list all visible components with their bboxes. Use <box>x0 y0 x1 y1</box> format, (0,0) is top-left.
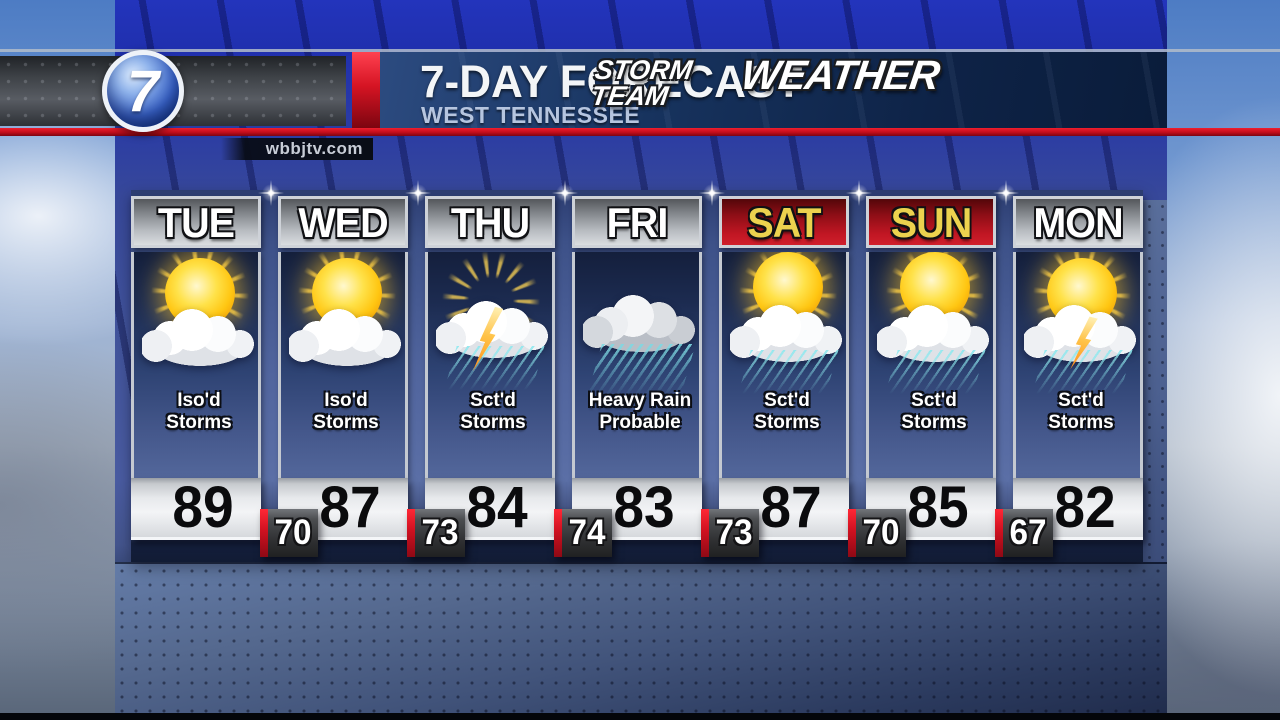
day-header: TUE <box>131 196 261 248</box>
high-temp-value: 89 <box>172 475 234 540</box>
condition-text: Heavy Rain Probable <box>588 390 692 433</box>
sparkle-glint <box>993 180 1019 206</box>
day-label: FRI <box>606 199 669 246</box>
page-title: 7-DAY FORECAST <box>420 56 803 107</box>
day-label: SAT <box>747 199 821 246</box>
sparkle-glint <box>405 180 431 206</box>
page-subtitle: WEST TENNESSEE <box>421 102 641 128</box>
low-temp-box: 73 <box>407 509 465 557</box>
day-column-sun: SUN Sct'd Storms 85 <box>866 190 996 562</box>
channel-7-logo-icon: 7 <box>102 50 184 132</box>
day-header: FRI <box>572 196 702 248</box>
day-header: THU <box>425 196 555 248</box>
high-temp-box: 89 <box>131 478 261 540</box>
low-temp-box: 74 <box>554 509 612 557</box>
banner-red-accent <box>352 52 380 128</box>
condition-text: Sct'd Storms <box>901 390 967 433</box>
weather-icon <box>1020 252 1140 396</box>
sparkle-glint <box>552 180 578 206</box>
cloud-shape <box>142 304 256 366</box>
low-temp-value: 73 <box>421 513 459 552</box>
day-header: SUN <box>866 196 996 248</box>
day-body: Sct'd Storms <box>425 252 555 478</box>
low-temp-box: 70 <box>260 509 318 557</box>
day-column-sat: SAT Sct'd Storms 87 <box>719 190 849 562</box>
brand-line-1: STORM TEAM <box>589 55 695 111</box>
high-temp-value: 83 <box>613 475 675 540</box>
high-temp-value: 84 <box>466 475 528 540</box>
weather-icon <box>285 252 405 388</box>
brand-line-2: WEATHER <box>738 52 942 98</box>
high-temp-value: 87 <box>760 475 822 540</box>
sparkle-glint <box>258 180 284 206</box>
banner-bottom-red-line <box>0 128 1280 136</box>
weather-icon <box>726 252 846 396</box>
low-temp-value: 73 <box>715 513 753 552</box>
day-body: Sct'd Storms <box>1013 252 1143 478</box>
condition-text: Iso'd Storms <box>166 390 232 433</box>
high-temp-value: 85 <box>907 475 969 540</box>
day-column-fri: FRI Heavy Rain Probable 83 <box>572 190 702 562</box>
low-temp-value: 74 <box>568 513 606 552</box>
day-body: Iso'd Storms <box>278 252 408 478</box>
high-temp-value: 87 <box>319 475 381 540</box>
low-temp-box: 67 <box>995 509 1053 557</box>
dotted-texture-right <box>1143 200 1167 564</box>
condition-text: Sct'd Storms <box>1048 390 1114 433</box>
day-header: WED <box>278 196 408 248</box>
weather-icon <box>873 252 993 396</box>
day-body: Heavy Rain Probable <box>572 252 702 478</box>
low-temp-box: 70 <box>848 509 906 557</box>
weather-icon <box>138 252 258 388</box>
day-column-tue: TUE Iso'd Storms 89 <box>131 190 261 562</box>
day-column-mon: MON Sct'd Storms 82 <box>1013 190 1143 562</box>
day-label: WED <box>298 199 388 246</box>
day-column-thu: THU Sct'd Storms 84 <box>425 190 555 562</box>
sparkle-glint <box>846 180 872 206</box>
dotted-texture-bottom <box>115 562 1167 713</box>
day-label: SUN <box>890 199 972 246</box>
low-temp-value: 70 <box>862 513 900 552</box>
condition-text: Sct'd Storms <box>460 390 526 433</box>
day-body: Sct'd Storms <box>866 252 996 478</box>
low-temp-value: 67 <box>1009 513 1047 552</box>
low-temp-box: 73 <box>701 509 759 557</box>
condition-text: Sct'd Storms <box>754 390 820 433</box>
day-label: TUE <box>157 199 235 246</box>
weather-icon <box>429 252 552 392</box>
day-header: MON <box>1013 196 1143 248</box>
low-temp-value: 70 <box>274 513 312 552</box>
rain-shape <box>443 346 545 392</box>
condition-text: Iso'd Storms <box>313 390 379 433</box>
day-label: MON <box>1033 199 1123 246</box>
day-body: Iso'd Storms <box>131 252 261 478</box>
bottom-black-bar <box>0 713 1280 720</box>
day-label: THU <box>450 199 530 246</box>
weather-icon <box>582 254 698 398</box>
day-body: Sct'd Storms <box>719 252 849 478</box>
high-temp-value: 82 <box>1054 475 1116 540</box>
logo-number: 7 <box>126 59 160 124</box>
banner-top-line <box>0 49 1280 52</box>
day-header: SAT <box>719 196 849 248</box>
cloud-shape <box>583 290 697 352</box>
cloud-shape <box>289 304 403 366</box>
banner-title-background <box>380 52 1167 128</box>
station-website: wbbjtv.com <box>221 138 373 160</box>
sparkle-glint <box>699 180 725 206</box>
day-column-wed: WED Iso'd Storms 87 <box>278 190 408 562</box>
